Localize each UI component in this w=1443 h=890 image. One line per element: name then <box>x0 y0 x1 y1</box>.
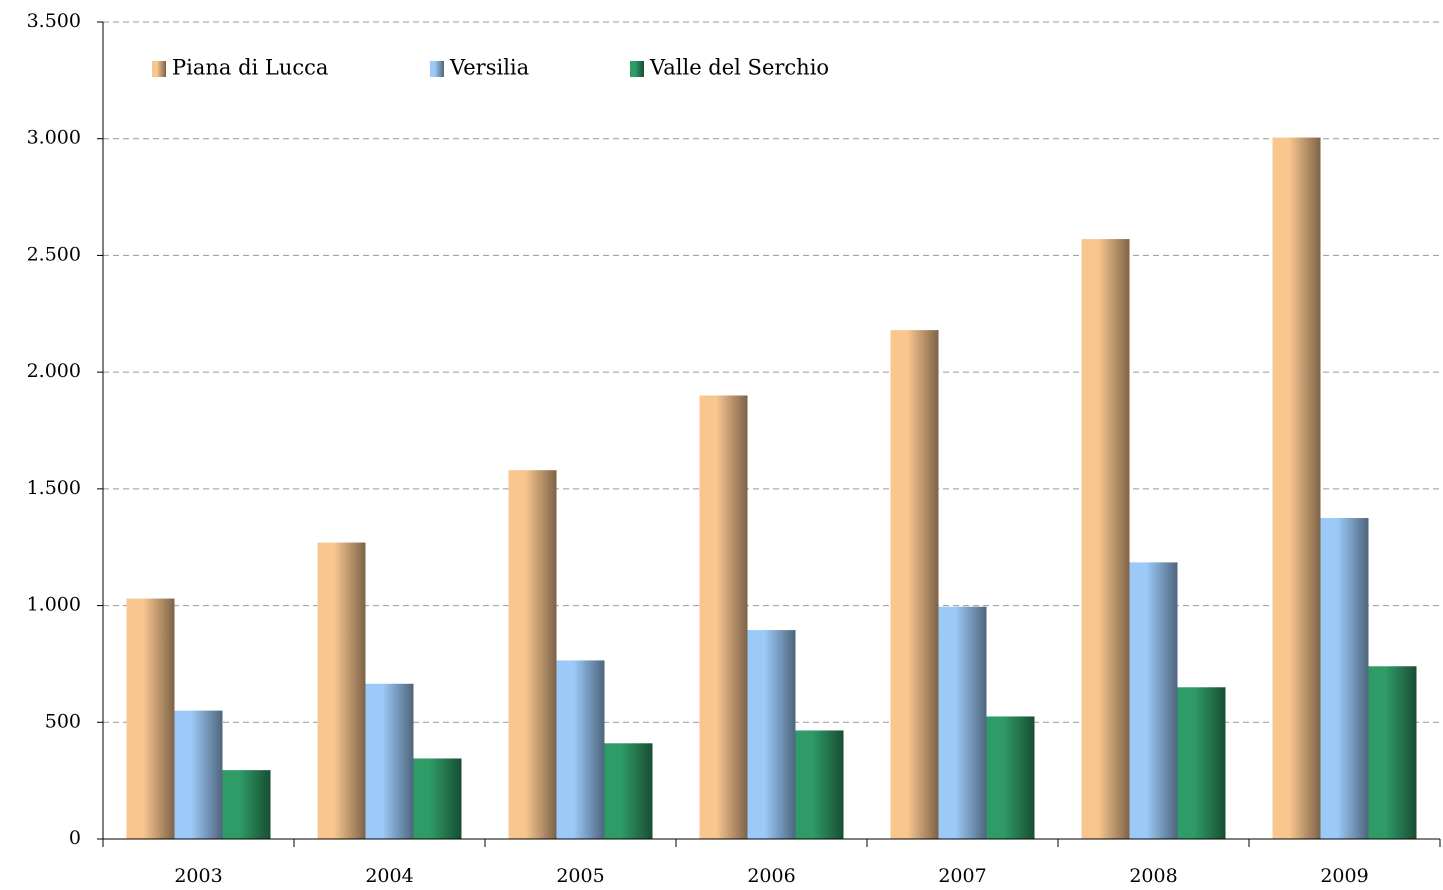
bar <box>1272 137 1321 840</box>
bar <box>222 770 271 839</box>
bar <box>986 716 1035 839</box>
y-tick-label: 500 <box>45 710 81 732</box>
y-tick-label: 2.500 <box>27 243 81 265</box>
legend-label: Valle del Serchio <box>649 56 829 80</box>
bar <box>1320 518 1369 839</box>
x-tick-label: 2007 <box>938 865 986 887</box>
bar <box>413 758 462 839</box>
legend-swatch <box>430 61 444 77</box>
bar <box>747 630 796 839</box>
bar <box>126 598 175 839</box>
bar <box>1129 562 1178 839</box>
legend-swatch <box>152 61 166 77</box>
y-tick-label: 3.500 <box>27 10 81 32</box>
x-tick-label: 2003 <box>174 865 222 887</box>
x-tick-label: 2006 <box>747 865 795 887</box>
bar <box>699 395 748 839</box>
y-tick-label: 3.000 <box>27 127 81 149</box>
x-tick-label: 2005 <box>556 865 604 887</box>
legend-label: Piana di Lucca <box>172 56 328 80</box>
y-tick-label: 2.000 <box>27 360 81 382</box>
bar <box>317 542 366 839</box>
bar <box>1177 687 1226 839</box>
x-tick-label: 2004 <box>365 865 413 887</box>
bar <box>1081 239 1130 840</box>
y-tick-label: 0 <box>69 827 81 849</box>
x-tick-label: 2009 <box>1320 865 1368 887</box>
legend-swatch <box>630 61 644 77</box>
bar <box>938 606 987 839</box>
bar <box>174 710 223 839</box>
y-tick-label: 1.000 <box>27 594 81 616</box>
bar <box>1368 666 1417 839</box>
legend-label: Versilia <box>449 56 529 80</box>
bar <box>795 730 844 839</box>
bar <box>556 660 605 839</box>
bar <box>604 743 653 839</box>
x-tick-label: 2008 <box>1129 865 1177 887</box>
bar <box>890 330 939 839</box>
bar <box>508 470 557 839</box>
bar <box>365 683 414 839</box>
y-tick-label: 1.500 <box>27 477 81 499</box>
